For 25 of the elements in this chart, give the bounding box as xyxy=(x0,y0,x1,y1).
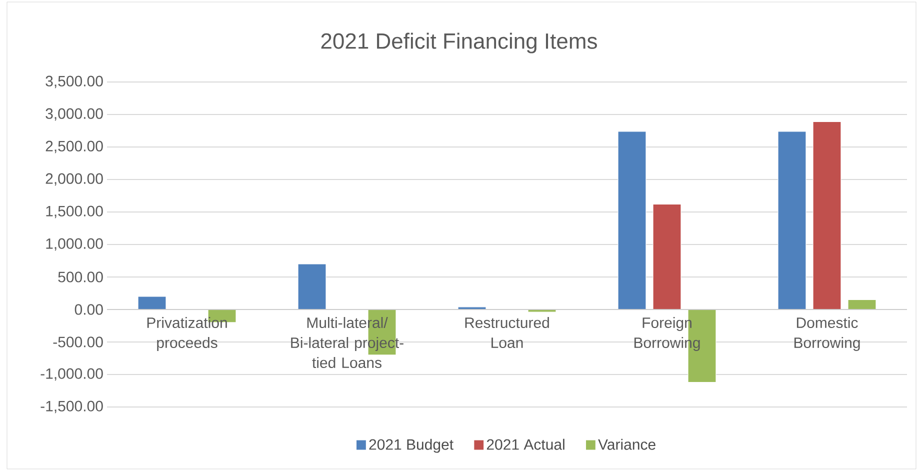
y-tick-label: 2,500.00 xyxy=(46,140,103,154)
y-tick-label: 3,500.00 xyxy=(46,76,103,88)
y-tick-label: 1,000.00 xyxy=(46,238,103,251)
bar xyxy=(652,204,682,310)
y-tick-label: -1,000.00 xyxy=(40,368,103,381)
y-tick-label: 500.00 xyxy=(58,272,103,282)
bar xyxy=(812,121,842,310)
y-tick-label: 0.00 xyxy=(74,304,103,315)
x-tick-label: Restructured Loan xyxy=(465,317,549,348)
y-tick-label: -500.00 xyxy=(53,336,103,348)
legend-label: 2021 Actual xyxy=(486,438,564,450)
y-tick-label: -1,500.00 xyxy=(40,400,103,414)
y-tick-label: 1,500.00 xyxy=(46,206,103,218)
legend-label: Variance xyxy=(598,438,656,450)
y-tick-label: 3,000.00 xyxy=(46,108,103,121)
bar xyxy=(618,131,646,310)
bar xyxy=(848,299,876,310)
bar xyxy=(778,131,806,310)
x-tick-label: Privatization proceeds xyxy=(147,317,227,351)
y-tick-label: 2,000.00 xyxy=(46,173,103,186)
x-tick-label: Domestic Borrowing xyxy=(794,317,860,351)
bar xyxy=(298,264,326,310)
bar xyxy=(138,296,166,310)
chart-title: 2021 Deficit Financing Items xyxy=(321,32,597,54)
legend-label: 2021 Budget xyxy=(369,438,454,453)
